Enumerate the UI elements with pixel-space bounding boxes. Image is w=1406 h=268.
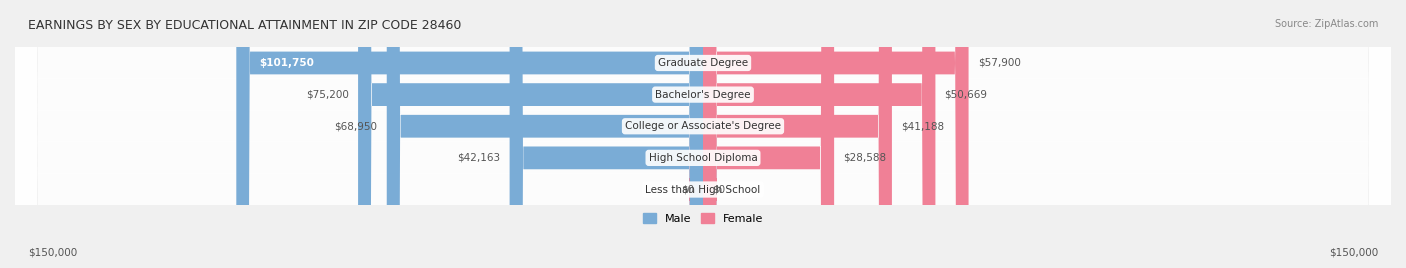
FancyBboxPatch shape <box>15 0 1391 268</box>
Text: $150,000: $150,000 <box>1329 247 1378 257</box>
Text: $150,000: $150,000 <box>28 247 77 257</box>
FancyBboxPatch shape <box>15 0 1391 268</box>
FancyBboxPatch shape <box>15 0 1391 268</box>
FancyBboxPatch shape <box>689 0 717 268</box>
FancyBboxPatch shape <box>689 0 717 268</box>
Text: EARNINGS BY SEX BY EDUCATIONAL ATTAINMENT IN ZIP CODE 28460: EARNINGS BY SEX BY EDUCATIONAL ATTAINMEN… <box>28 19 461 32</box>
Text: College or Associate's Degree: College or Associate's Degree <box>626 121 780 131</box>
Text: $41,188: $41,188 <box>901 121 945 131</box>
Text: $68,950: $68,950 <box>335 121 378 131</box>
Text: $42,163: $42,163 <box>457 153 501 163</box>
FancyBboxPatch shape <box>15 0 1391 268</box>
Text: Source: ZipAtlas.com: Source: ZipAtlas.com <box>1274 19 1378 29</box>
Text: High School Diploma: High School Diploma <box>648 153 758 163</box>
Text: $57,900: $57,900 <box>977 58 1021 68</box>
Text: Bachelor's Degree: Bachelor's Degree <box>655 90 751 100</box>
FancyBboxPatch shape <box>15 0 1391 268</box>
FancyBboxPatch shape <box>703 0 891 268</box>
FancyBboxPatch shape <box>703 0 935 268</box>
FancyBboxPatch shape <box>703 0 834 268</box>
Legend: Male, Female: Male, Female <box>638 209 768 228</box>
FancyBboxPatch shape <box>509 0 703 268</box>
Text: Less than High School: Less than High School <box>645 184 761 195</box>
FancyBboxPatch shape <box>236 0 703 268</box>
FancyBboxPatch shape <box>703 0 969 268</box>
FancyBboxPatch shape <box>359 0 703 268</box>
Text: $50,669: $50,669 <box>945 90 987 100</box>
Text: $0: $0 <box>713 184 725 195</box>
Text: $75,200: $75,200 <box>307 90 349 100</box>
Text: $28,588: $28,588 <box>844 153 886 163</box>
Text: $0: $0 <box>681 184 693 195</box>
Text: $101,750: $101,750 <box>259 58 314 68</box>
FancyBboxPatch shape <box>387 0 703 268</box>
Text: Graduate Degree: Graduate Degree <box>658 58 748 68</box>
